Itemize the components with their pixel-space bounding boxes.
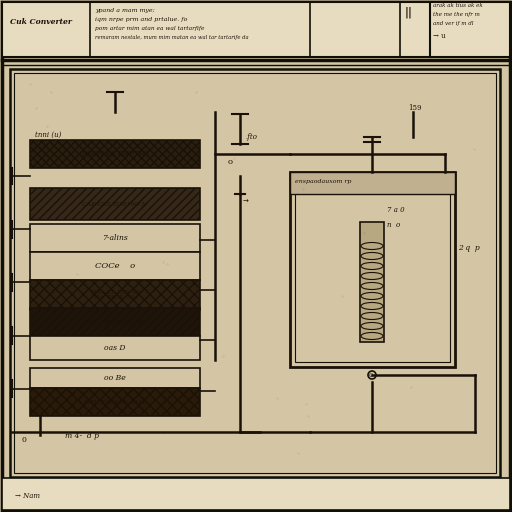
Bar	[30, 252, 200, 280]
Text: remaram nestale, mum mim matan ea wal tar tartarife da: remaram nestale, mum mim matan ea wal ta…	[95, 35, 249, 40]
Text: m 4-  d p: m 4- d p	[65, 432, 99, 440]
Bar	[290, 172, 455, 367]
Text: → u: → u	[433, 32, 445, 40]
Text: arak ak tius ak ek: arak ak tius ak ek	[433, 3, 483, 8]
Bar	[30, 280, 200, 310]
Bar	[430, 2, 510, 57]
Text: BGON BK CRPTHF: BGON BK CRPTHF	[81, 150, 150, 158]
Bar	[30, 388, 200, 416]
Text: BSTD IDSSKCE: ZAAZ: BSTD IDSSKCE: ZAAZ	[83, 399, 146, 404]
Text: 159: 159	[408, 104, 421, 112]
Text: 2 q  p: 2 q p	[458, 244, 480, 252]
Text: COCe    o: COCe o	[95, 262, 135, 270]
Text: ||: ||	[405, 6, 413, 17]
Bar	[30, 368, 200, 388]
Bar	[30, 188, 200, 220]
Text: o: o	[228, 158, 233, 166]
Text: and ver if m dl: and ver if m dl	[433, 21, 474, 26]
Text: → Nam: → Nam	[15, 492, 40, 500]
Bar	[295, 177, 450, 362]
Bar	[30, 224, 200, 252]
Text: oo Be: oo Be	[104, 374, 126, 382]
Text: →: →	[243, 199, 249, 205]
Text: o: o	[369, 371, 373, 379]
Text: 0: 0	[22, 436, 27, 444]
Text: enspaodauxom rp: enspaodauxom rp	[295, 179, 351, 184]
Text: tnni (u): tnni (u)	[35, 131, 61, 139]
Text: .fto: .fto	[245, 133, 257, 141]
Bar	[2, 478, 510, 510]
Bar	[30, 140, 200, 168]
Bar	[10, 69, 500, 477]
Bar	[30, 308, 200, 336]
Bar	[360, 222, 384, 342]
Text: 7 a 0: 7 a 0	[387, 206, 404, 214]
Text: oas D: oas D	[104, 344, 126, 352]
Text: EPAn 45  1/05  6tl
El o  BKCE  B5o: EPAn 45 1/05 6tl El o BKCE B5o	[90, 290, 140, 301]
Text: pom artar mim atan ea wal tartarfife: pom artar mim atan ea wal tartarfife	[95, 26, 204, 31]
Text: ypand a mam mye;: ypand a mam mye;	[95, 8, 155, 13]
Text: 7-alins: 7-alins	[102, 234, 128, 242]
Text: iqm nrpe prm and prtalue. fo: iqm nrpe prm and prtalue. fo	[95, 17, 187, 22]
Bar	[14, 73, 496, 473]
Bar	[30, 336, 200, 360]
Text: the me the nfr m: the me the nfr m	[433, 12, 480, 17]
Text: n  o: n o	[387, 221, 400, 229]
Text: CAP C05 YCH19O N: CAP C05 YCH19O N	[82, 202, 147, 206]
Text: Cuk Converter: Cuk Converter	[10, 18, 72, 26]
Bar	[2, 2, 432, 57]
Text: LbSS PSNBKCE: BU: LbSS PSNBKCE: BU	[82, 319, 147, 325]
Bar	[290, 172, 455, 194]
